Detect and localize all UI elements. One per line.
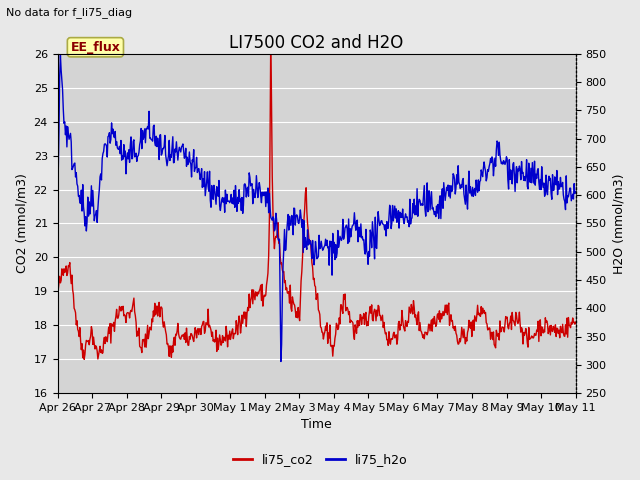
Title: LI7500 CO2 and H2O: LI7500 CO2 and H2O [229,34,404,52]
Text: EE_flux: EE_flux [70,41,120,54]
Y-axis label: H2O (mmol/m3): H2O (mmol/m3) [612,173,625,274]
Y-axis label: CO2 (mmol/m3): CO2 (mmol/m3) [15,173,28,274]
X-axis label: Time: Time [301,419,332,432]
Text: No data for f_li75_diag: No data for f_li75_diag [6,7,132,18]
Legend: li75_co2, li75_h2o: li75_co2, li75_h2o [228,448,412,471]
